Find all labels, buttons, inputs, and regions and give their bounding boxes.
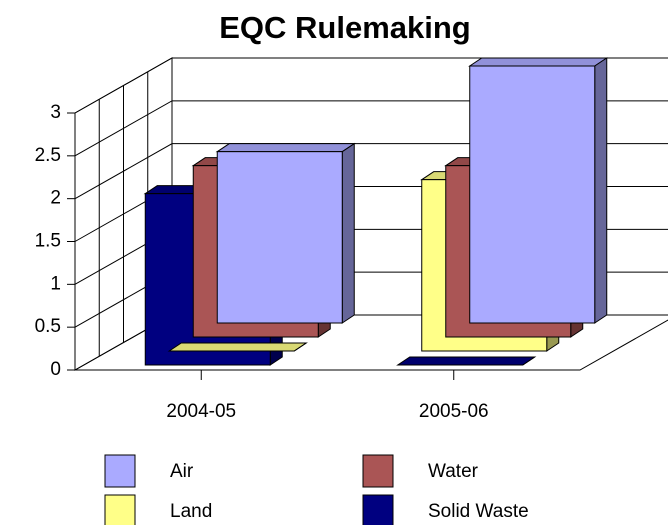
- x-tick-label: 2004-05: [166, 401, 236, 422]
- legend-swatch: [362, 494, 394, 525]
- x-tick-label: 2005-06: [419, 401, 489, 422]
- bar-side: [522, 356, 536, 366]
- bar-front: [469, 65, 596, 324]
- bar-front: [216, 151, 343, 324]
- legend-label: Land: [170, 501, 212, 522]
- bar-top: [167, 342, 308, 352]
- y-tick-label: 3: [50, 102, 61, 123]
- chart-title: EQC Rulemaking: [219, 10, 471, 45]
- legend-swatch: [104, 494, 136, 525]
- legend-label: Solid Waste: [428, 501, 529, 522]
- legend-label: Air: [170, 461, 194, 482]
- bar-top: [396, 356, 537, 366]
- bar-side: [594, 57, 608, 324]
- legend-swatch: [362, 454, 394, 488]
- bar-side: [341, 142, 355, 324]
- y-tick-label: 1: [50, 273, 61, 294]
- bar-side: [293, 342, 307, 352]
- bar-top: [468, 57, 609, 67]
- legend-label: Water: [428, 461, 479, 482]
- y-tick-label: 2: [50, 188, 61, 209]
- bar: [215, 142, 356, 324]
- y-tick-label: 0.5: [35, 316, 61, 337]
- y-tick-label: 2.5: [35, 145, 61, 166]
- legend-swatch: [104, 454, 136, 488]
- bar: [167, 342, 308, 352]
- y-tick-label: 1.5: [35, 231, 61, 252]
- y-tick-label: 0: [50, 359, 61, 380]
- bar-top: [215, 143, 356, 153]
- bar: [468, 57, 609, 324]
- bar: [396, 356, 537, 366]
